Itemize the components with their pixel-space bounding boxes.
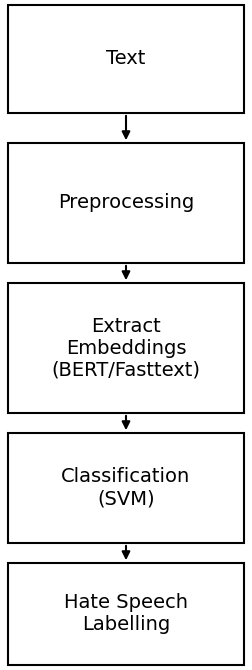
FancyBboxPatch shape — [8, 563, 244, 665]
FancyBboxPatch shape — [8, 283, 244, 413]
Text: Preprocessing: Preprocessing — [58, 194, 194, 212]
FancyBboxPatch shape — [8, 5, 244, 113]
FancyBboxPatch shape — [8, 143, 244, 263]
Text: Classification
(SVM): Classification (SVM) — [61, 468, 191, 509]
Text: Hate Speech
Labelling: Hate Speech Labelling — [64, 594, 188, 634]
Text: Text: Text — [106, 50, 146, 68]
FancyBboxPatch shape — [8, 433, 244, 543]
Text: Extract
Embeddings
(BERT/Fasttext): Extract Embeddings (BERT/Fasttext) — [51, 316, 201, 379]
